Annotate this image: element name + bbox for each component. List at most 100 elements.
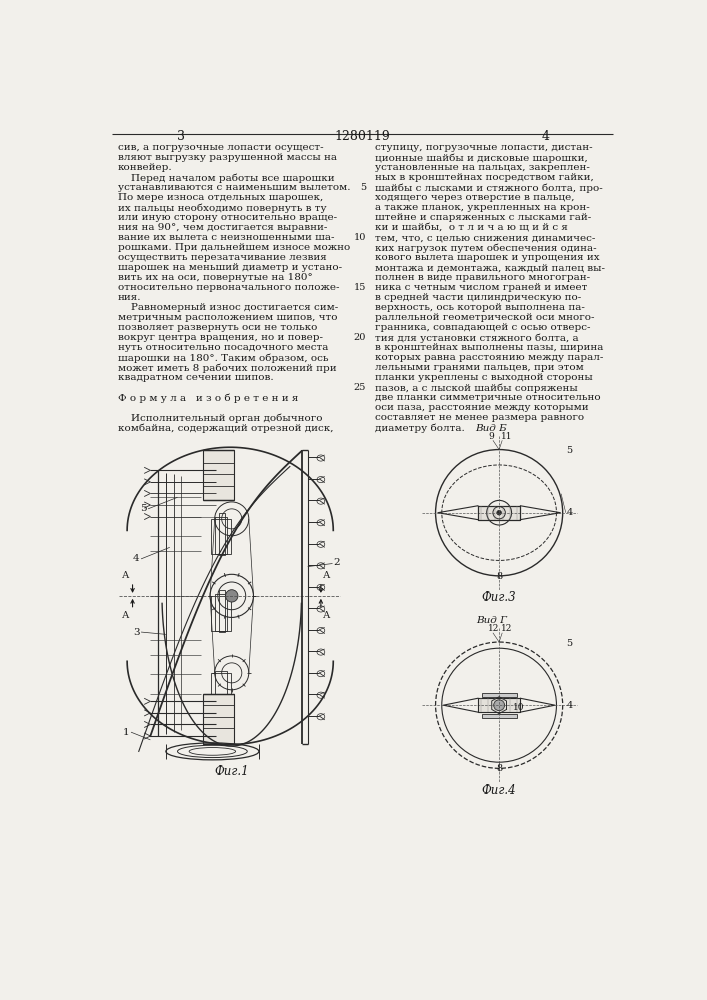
- Text: А: А: [122, 611, 129, 620]
- Text: две планки симметричные относительно: две планки симметричные относительно: [375, 393, 601, 402]
- Text: 4: 4: [566, 701, 573, 710]
- Text: Равномерный износ достигается сим-: Равномерный износ достигается сим-: [118, 303, 338, 312]
- Text: оси паза, расстояние между которыми: оси паза, расстояние между которыми: [375, 403, 589, 412]
- Polygon shape: [478, 506, 520, 520]
- Text: 1280119: 1280119: [334, 130, 390, 143]
- Bar: [218, 590, 225, 632]
- Text: шайбы с лысками и стяжного болта, про-: шайбы с лысками и стяжного болта, про-: [375, 183, 603, 193]
- Text: 4: 4: [133, 554, 139, 563]
- Text: 2: 2: [333, 558, 340, 567]
- Text: вокруг центра вращения, но и повер-: вокруг центра вращения, но и повер-: [118, 333, 323, 342]
- Text: 25: 25: [354, 383, 366, 392]
- Text: 3: 3: [177, 130, 185, 143]
- Bar: [215, 671, 227, 708]
- Text: планки укреплены с выходной стороны: планки укреплены с выходной стороны: [375, 373, 593, 382]
- Bar: [481, 714, 517, 718]
- Text: ходящего через отверстие в пальце,: ходящего через отверстие в пальце,: [375, 193, 575, 202]
- Text: гранника, совпадающей с осью отверс-: гранника, совпадающей с осью отверс-: [375, 323, 590, 332]
- Circle shape: [226, 590, 238, 602]
- Text: ступицу, погрузочные лопасти, дистан-: ступицу, погрузочные лопасти, дистан-: [375, 143, 592, 152]
- Text: осуществить перезатачивание лезвия: осуществить перезатачивание лезвия: [118, 253, 327, 262]
- Text: вляют выгрузку разрушенной массы на: вляют выгрузку разрушенной массы на: [118, 153, 337, 162]
- Text: монтажа и демонтажа, каждый палец вы-: монтажа и демонтажа, каждый палец вы-: [375, 263, 605, 272]
- Text: ционные шайбы и дисковые шарошки,: ционные шайбы и дисковые шарошки,: [375, 153, 588, 163]
- Text: 12: 12: [489, 624, 500, 633]
- Text: 10: 10: [354, 233, 366, 242]
- Text: 5: 5: [566, 639, 573, 648]
- Text: их пальцы необходимо повернуть в ту: их пальцы необходимо повернуть в ту: [118, 203, 327, 213]
- Text: позволяет развернуть оси не только: позволяет развернуть оси не только: [118, 323, 317, 332]
- Bar: [211, 596, 231, 631]
- Text: 20: 20: [354, 333, 366, 342]
- Text: которых равна расстоянию между парал-: которых равна расстоянию между парал-: [375, 353, 604, 362]
- Text: 3: 3: [133, 628, 139, 637]
- Text: Исполнительный орган добычного: Исполнительный орган добычного: [118, 413, 322, 423]
- Text: 8: 8: [496, 572, 502, 581]
- Text: устанавливаются с наименьшим вылетом.: устанавливаются с наименьшим вылетом.: [118, 183, 351, 192]
- Text: ных в кронштейнах посредством гайки,: ных в кронштейнах посредством гайки,: [375, 173, 594, 182]
- Text: сив, а погрузочные лопасти осущест-: сив, а погрузочные лопасти осущест-: [118, 143, 323, 152]
- Bar: [215, 517, 227, 554]
- Text: 11: 11: [501, 432, 512, 441]
- Text: 5: 5: [566, 446, 573, 455]
- Text: ника с четным числом граней и имеет: ника с четным числом граней и имеет: [375, 283, 588, 292]
- Text: установленные на пальцах, закреплен-: установленные на пальцах, закреплен-: [375, 163, 590, 172]
- Circle shape: [497, 510, 501, 515]
- Text: тия для установки стяжного болта, а: тия для установки стяжного болта, а: [375, 333, 579, 343]
- Text: диаметру болта.: диаметру болта.: [375, 423, 465, 433]
- Bar: [481, 693, 517, 697]
- Bar: [211, 673, 231, 708]
- Text: А: А: [323, 571, 331, 580]
- Text: Фиг.4: Фиг.4: [481, 784, 516, 797]
- Text: полнен в виде правильного многогран-: полнен в виде правильного многогран-: [375, 273, 590, 282]
- Text: А: А: [122, 571, 129, 580]
- Text: комбайна, содержащий отрезной диск,: комбайна, содержащий отрезной диск,: [118, 423, 333, 433]
- Text: ких нагрузок путем обеспечения одина-: ких нагрузок путем обеспечения одина-: [375, 243, 597, 253]
- Text: Фиг.3: Фиг.3: [481, 591, 516, 604]
- Text: составляет не менее размера равного: составляет не менее размера равного: [375, 413, 584, 422]
- Text: пазов, а с лыской шайбы сопряжены: пазов, а с лыской шайбы сопряжены: [375, 383, 578, 393]
- Text: Вид Г: Вид Г: [476, 616, 507, 625]
- Text: кового вылета шарошек и упрощения их: кового вылета шарошек и упрощения их: [375, 253, 600, 262]
- Text: По мере износа отдельных шарошек,: По мере износа отдельных шарошек,: [118, 193, 323, 202]
- Text: конвейер.: конвейер.: [118, 163, 173, 172]
- Text: а также планок, укрепленных на крон-: а также планок, укрепленных на крон-: [375, 203, 590, 212]
- Text: 12: 12: [501, 624, 512, 633]
- Text: А: А: [323, 611, 331, 620]
- Text: 5: 5: [140, 504, 146, 513]
- Text: нуть относительно посадочного места: нуть относительно посадочного места: [118, 343, 328, 352]
- Text: Вид Б: Вид Б: [476, 424, 507, 433]
- Bar: [215, 594, 227, 631]
- Text: лельными гранями пальцев, при этом: лельными гранями пальцев, при этом: [375, 363, 584, 372]
- Bar: [218, 513, 225, 555]
- Text: ки и шайбы,  о т л и ч а ю щ и й с я: ки и шайбы, о т л и ч а ю щ и й с я: [375, 223, 568, 232]
- Text: Ф о р м у л а   и з о б р е т е н и я: Ф о р м у л а и з о б р е т е н и я: [118, 393, 298, 403]
- Text: квадратном сечении шипов.: квадратном сечении шипов.: [118, 373, 274, 382]
- Text: 9: 9: [489, 432, 494, 441]
- Text: 5: 5: [360, 183, 366, 192]
- Text: может иметь 8 рабочих положений при: может иметь 8 рабочих положений при: [118, 363, 337, 373]
- Text: штейне и спаряженных с лысками гай-: штейне и спаряженных с лысками гай-: [375, 213, 591, 222]
- Text: шарошки на 180°. Таким образом, ось: шарошки на 180°. Таким образом, ось: [118, 353, 328, 363]
- Text: ния на 90°, чем достигается выравни-: ния на 90°, чем достигается выравни-: [118, 223, 327, 232]
- Text: 8: 8: [496, 764, 502, 773]
- Text: 4: 4: [566, 508, 573, 517]
- Text: 10: 10: [513, 703, 525, 712]
- Text: ния.: ния.: [118, 293, 141, 302]
- Text: или иную сторону относительно враще-: или иную сторону относительно враще-: [118, 213, 337, 222]
- Text: в средней части цилиндрическую по-: в средней части цилиндрическую по-: [375, 293, 581, 302]
- Text: Перед началом работы все шарошки: Перед началом работы все шарошки: [118, 173, 334, 183]
- Text: в кронштейнах выполнены пазы, ширина: в кронштейнах выполнены пазы, ширина: [375, 343, 604, 352]
- Text: шарошек на меньший диаметр и устано-: шарошек на меньший диаметр и устано-: [118, 263, 342, 272]
- Text: вание их вылета с неизношенными ша-: вание их вылета с неизношенными ша-: [118, 233, 334, 242]
- Text: вить их на оси, повернутые на 180°: вить их на оси, повернутые на 180°: [118, 273, 312, 282]
- Text: рошками. При дальнейшем износе можно: рошками. При дальнейшем износе можно: [118, 243, 350, 252]
- Bar: [211, 519, 231, 554]
- Text: метричным расположением шипов, что: метричным расположением шипов, что: [118, 313, 337, 322]
- Text: раллельной геометрической оси много-: раллельной геометрической оси много-: [375, 313, 595, 322]
- Text: 1: 1: [123, 728, 129, 737]
- Text: 15: 15: [354, 283, 366, 292]
- Bar: [203, 450, 234, 500]
- Polygon shape: [478, 698, 520, 712]
- Circle shape: [493, 700, 505, 711]
